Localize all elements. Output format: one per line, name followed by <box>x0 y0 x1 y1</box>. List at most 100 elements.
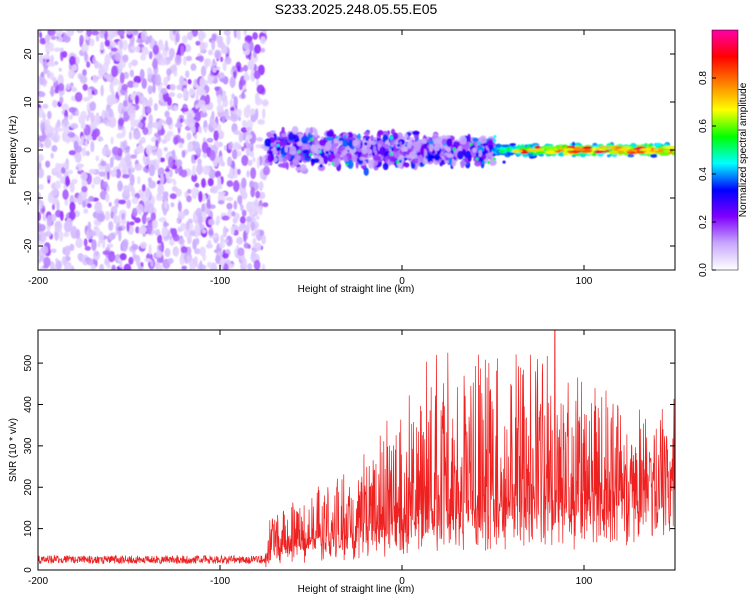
spectrogram-cell <box>194 256 198 268</box>
spectrogram-cell <box>152 58 158 70</box>
spectrogram-cell <box>657 149 666 153</box>
spectrogram-cell <box>171 185 178 192</box>
spectrogram-cell <box>138 226 147 235</box>
spectrogram-cell <box>140 262 144 267</box>
spectrogram-cell <box>261 100 269 106</box>
spectrogram-cell <box>128 62 132 69</box>
spectrogram-cell <box>474 160 482 167</box>
spectrogram-cell <box>45 160 51 168</box>
spectrogram-cell <box>227 156 233 167</box>
spectrogram-cell <box>43 67 48 75</box>
spectrogram-cell <box>108 233 113 240</box>
spectrogram-cell <box>236 30 240 39</box>
spectrogram-cell <box>40 245 49 255</box>
spectrogram-cell <box>174 54 182 66</box>
spectrogram-cell <box>207 75 215 83</box>
spectrogram-cell <box>396 143 401 147</box>
spectrogram-cell <box>205 94 211 105</box>
spectrogram-cell <box>52 132 61 143</box>
spectrogram-cell <box>160 87 168 95</box>
spectrogram-cell <box>76 30 84 34</box>
spectrogram-cell <box>136 203 144 213</box>
spectrogram-cell <box>90 111 95 124</box>
spectrogram-cell <box>254 242 262 252</box>
spectrogram-cell <box>88 168 96 174</box>
spectrogram-cell <box>220 94 228 102</box>
colorbar-tick-label: 0.8 <box>698 71 709 85</box>
spectrogram-cell <box>163 76 168 87</box>
spectrogram-cell <box>452 147 456 151</box>
spectrogram-cell <box>39 76 46 86</box>
spectrogram-cell <box>38 154 44 162</box>
spectrogram-cell <box>250 167 257 180</box>
spectrogram-cell <box>243 30 248 37</box>
spectrogram-cell <box>238 79 243 91</box>
spectrogram-cell <box>191 125 196 134</box>
spectrogram-cell <box>207 261 213 268</box>
spectrogram-cell <box>253 259 261 270</box>
spectrogram-cell <box>38 91 46 98</box>
spectrogram-cell <box>291 126 299 135</box>
spectrogram-cell <box>135 226 140 234</box>
spectrogram-cell <box>70 225 78 238</box>
spectrogram-cell <box>218 155 224 166</box>
spectrogram-cell <box>419 162 423 166</box>
spectrogram-cell <box>144 258 152 263</box>
spectrogram-cell <box>319 164 323 168</box>
spectrogram-cell <box>65 261 72 270</box>
spectrogram-cell <box>398 159 402 164</box>
spectrogram-cell <box>403 162 410 168</box>
spectrogram-cell <box>492 157 496 161</box>
spectrogram-cell <box>413 141 422 151</box>
spectrogram-cell <box>198 190 203 203</box>
spectrogram-cell <box>195 40 201 46</box>
spectrogram-cell <box>606 154 611 158</box>
spectrogram-cell <box>94 201 103 214</box>
spectrogram-cell <box>44 125 50 136</box>
spectrogram-cell <box>245 134 253 140</box>
spectrogram-cell <box>197 214 203 226</box>
spectrogram-cell <box>295 155 301 161</box>
spectrogram-cell <box>309 153 313 157</box>
spectrogram-cell <box>118 118 125 126</box>
spectrogram-cell <box>62 162 69 169</box>
spectrogram-cell <box>53 47 62 52</box>
spectrogram-cell <box>98 67 106 77</box>
spectrogram-cell <box>86 61 91 68</box>
spectrogram-cell <box>216 123 222 133</box>
spectrogram-cell <box>91 30 99 36</box>
spectrogram-cell <box>301 143 309 152</box>
spectrogram-cell <box>448 157 453 165</box>
spectrogram-cell <box>608 150 619 154</box>
spectrogram-cell <box>143 159 150 166</box>
spectrogram-cell <box>100 160 107 167</box>
spectrogram-cell <box>195 95 199 101</box>
spectrogram-cell <box>643 151 656 155</box>
spectrogram-cell <box>174 159 183 167</box>
spectrogram-cell <box>194 248 202 255</box>
spectrogram-cell <box>140 190 144 201</box>
spectrogram-cell <box>309 127 313 135</box>
spectrogram-cell <box>220 234 224 244</box>
spectrogram-cell <box>91 239 97 252</box>
spectrogram-cell <box>526 146 531 149</box>
spectrogram-cell <box>215 254 221 264</box>
spectrogram-cell <box>434 143 441 149</box>
spectrogram-cell <box>79 34 84 45</box>
spectrogram-cell <box>281 126 285 133</box>
spectrogram-cell <box>43 59 47 67</box>
spectrogram-cell <box>258 191 266 200</box>
spectrogram-cell <box>117 180 123 192</box>
spectrogram-cell <box>225 228 229 233</box>
spectrogram-cell <box>228 141 234 150</box>
spectrogram-cell <box>38 191 41 202</box>
spectrogram-cell <box>295 167 302 172</box>
spectrogram-cell <box>254 108 259 120</box>
spectrogram-cell <box>169 178 176 183</box>
y-tick-label: -10 <box>23 190 34 205</box>
spectrogram-cell <box>38 249 43 257</box>
spectrogram-cell <box>146 222 153 235</box>
spectrogram-cell <box>110 47 118 52</box>
spectrogram-cell <box>68 114 73 120</box>
spectrogram-cell <box>180 169 188 178</box>
